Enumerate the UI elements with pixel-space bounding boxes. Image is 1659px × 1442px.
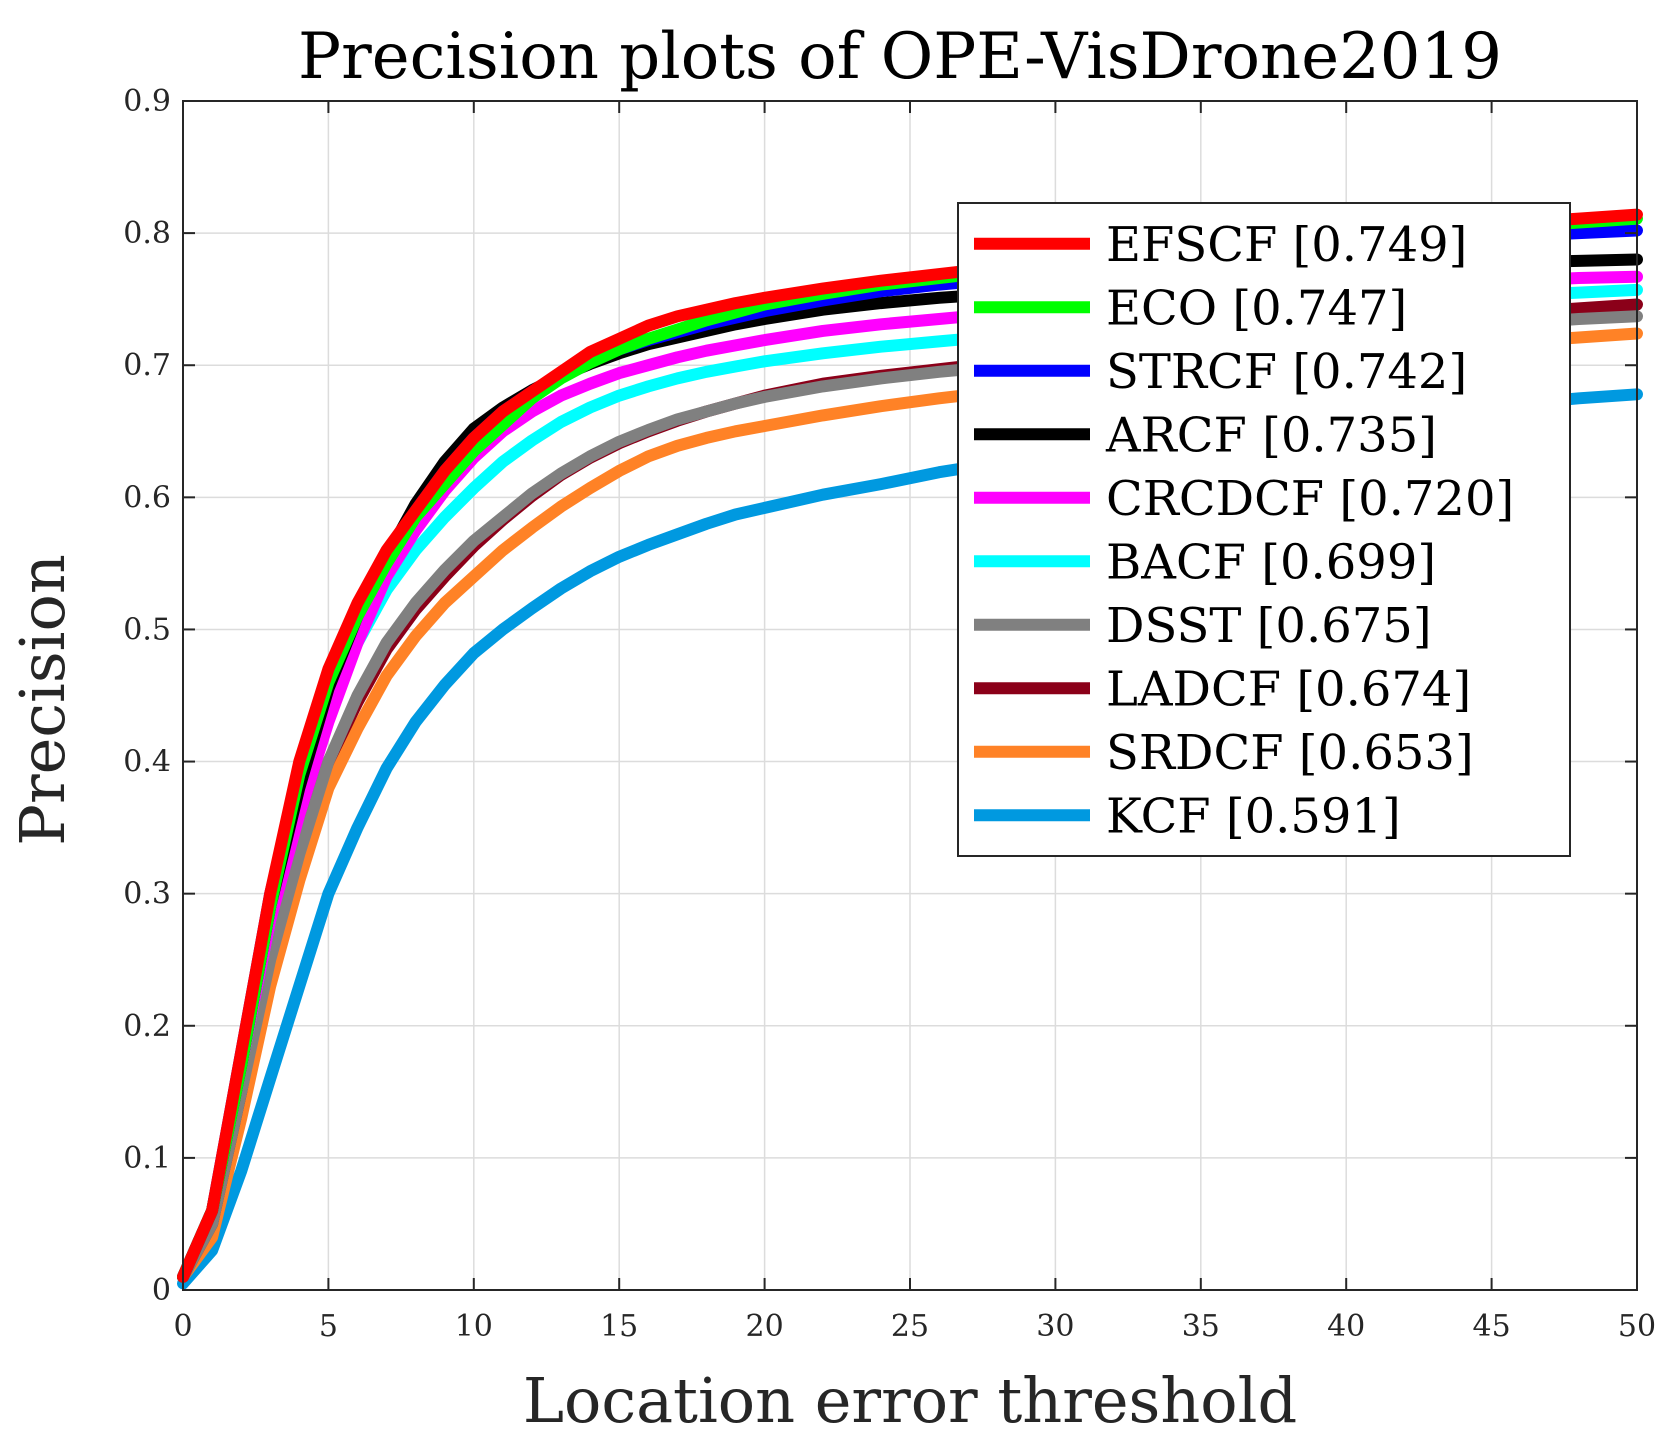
- y-tick-label-3: 0.3: [123, 877, 171, 912]
- y-tick-label-8: 0.8: [123, 216, 171, 251]
- axis-ticks: 0 5 10 15 20 25 30 35 40 45 50 0 0.1 0.2 0.3 0.4 0.5 0.6 0…: [123, 84, 1656, 1344]
- x-tick-label-2: 10: [455, 1309, 493, 1344]
- y-tick-label-1: 0.1: [123, 1141, 171, 1176]
- legend-label-kcf: KCF [0.591]: [1106, 788, 1401, 844]
- legend-label-arcf: ARCF [0.735]: [1105, 407, 1437, 463]
- x-axis-title: Location error threshold: [523, 1364, 1297, 1437]
- x-tick-label-0: 0: [173, 1309, 192, 1344]
- x-tick-label-9: 45: [1473, 1309, 1511, 1344]
- legend-label-efscf: EFSCF [0.749]: [1106, 217, 1467, 273]
- y-tick-label-4: 0.4: [123, 745, 171, 780]
- y-tick-label-9: 0.9: [123, 84, 171, 119]
- x-tick-label-10: 50: [1618, 1309, 1656, 1344]
- y-tick-label-2: 0.2: [123, 1009, 171, 1044]
- legend-label-ladcf: LADCF [0.674]: [1106, 661, 1471, 717]
- x-tick-label-5: 25: [891, 1309, 929, 1344]
- legend-label-strcf: STRCF [0.742]: [1106, 344, 1467, 400]
- x-tick-label-6: 30: [1036, 1309, 1074, 1344]
- legend: EFSCF [0.749] ECO [0.747] STRCF [0.742] ARC…: [957, 202, 1571, 857]
- x-tick-label-1: 5: [319, 1309, 338, 1344]
- x-tick-label-3: 15: [600, 1309, 638, 1344]
- y-axis-title: Precision: [6, 554, 79, 846]
- legend-label-dsst: DSST [0.675]: [1106, 598, 1432, 654]
- legend-label-eco: ECO [0.747]: [1106, 280, 1407, 336]
- x-tick-label-7: 35: [1182, 1309, 1220, 1344]
- x-tick-label-8: 40: [1327, 1309, 1365, 1344]
- legend-label-bacf: BACF [0.699]: [1106, 534, 1436, 590]
- legend-label-crcdcf: CRCDCF [0.720]: [1106, 471, 1514, 527]
- y-tick-label-7: 0.7: [123, 348, 171, 383]
- y-tick-label-5: 0.5: [123, 612, 171, 647]
- x-tick-label-4: 20: [746, 1309, 784, 1344]
- y-tick-label-6: 0.6: [123, 480, 171, 515]
- chart-title: Precision plots of OPE-VisDrone2019: [298, 20, 1502, 94]
- legend-label-srdcf: SRDCF [0.653]: [1106, 725, 1474, 781]
- y-tick-label-0: 0: [152, 1273, 171, 1308]
